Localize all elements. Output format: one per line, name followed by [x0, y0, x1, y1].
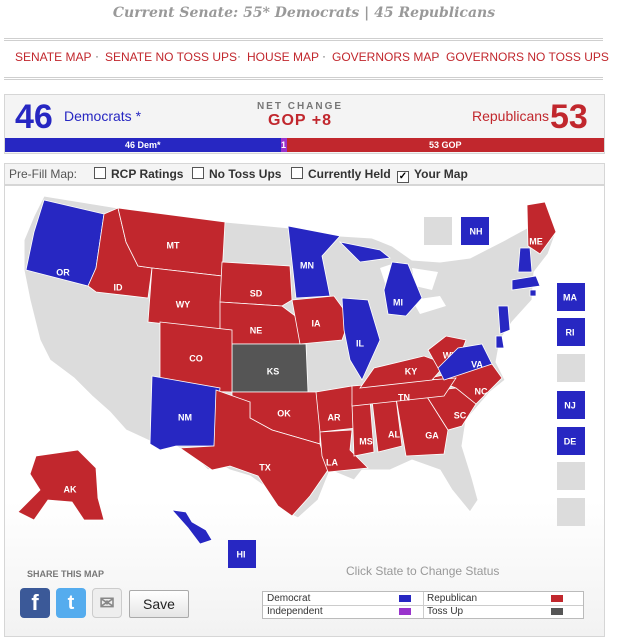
- prefill-your-map[interactable]: ✓ Your Map: [397, 167, 468, 183]
- state-sc[interactable]: [423, 387, 477, 431]
- state-nj[interactable]: [497, 305, 511, 335]
- option-label: RCP Ratings: [111, 167, 184, 181]
- senate-headline: Current Senate: 55* Democrats | 45 Repub…: [112, 5, 496, 21]
- state-wy[interactable]: [147, 267, 223, 331]
- state-ky[interactable]: [359, 355, 447, 389]
- state-il[interactable]: [341, 297, 381, 381]
- nav-separator: ·: [436, 49, 440, 63]
- state-box-nj[interactable]: [557, 391, 585, 419]
- legend-swatch: [399, 608, 411, 615]
- seat-bar: 46 Dem* 1 53 GOP: [5, 138, 604, 152]
- legend-independent: Independent: [263, 605, 424, 618]
- legend-label: Independent: [267, 606, 323, 617]
- legend-swatch: [551, 608, 563, 615]
- tossup-seat-segment: 1: [280, 138, 287, 152]
- state-mn[interactable]: [287, 225, 341, 299]
- state-ma[interactable]: [511, 275, 541, 291]
- checkbox[interactable]: [94, 167, 106, 179]
- divider: [4, 79, 603, 80]
- rep-label: Republicans: [472, 108, 550, 124]
- legend-swatch: [551, 595, 563, 602]
- net-change-label: NET CHANGE: [256, 101, 344, 112]
- map-nav: SENATE MAP · SENATE NO TOSS UPS · HOUSE …: [4, 49, 609, 66]
- legend-toss-up: Toss Up: [423, 605, 583, 618]
- dem-label: Democrats *: [64, 108, 142, 124]
- divider: [4, 40, 603, 41]
- save-button[interactable]: Save: [129, 590, 189, 618]
- state-box-de[interactable]: [557, 427, 585, 455]
- divider: [4, 77, 603, 78]
- state-nh[interactable]: [517, 247, 533, 273]
- prefill-label: Pre-Fill Map:: [9, 167, 78, 181]
- state-ar[interactable]: [315, 385, 357, 433]
- prefill-bar: Pre-Fill Map: RCP Ratings No Toss Ups Cu…: [4, 163, 605, 185]
- legend-republican: Republican: [423, 592, 583, 606]
- option-label: Currently Held: [308, 167, 391, 181]
- nav-governors-no-toss-ups[interactable]: GOVERNORS NO TOSS UPS: [446, 50, 609, 64]
- prefill-no-toss-ups[interactable]: No Toss Ups: [192, 167, 281, 181]
- facebook-icon[interactable]: f: [20, 588, 50, 618]
- dem-seat-segment: 46 Dem*: [5, 138, 281, 152]
- state-box-nh[interactable]: [461, 217, 489, 245]
- nav-separator: ·: [322, 49, 326, 63]
- state-me[interactable]: [526, 201, 557, 255]
- nav-senate-map[interactable]: SENATE MAP: [15, 50, 92, 64]
- legend-label: Toss Up: [427, 606, 464, 617]
- nav-separator: ·: [237, 49, 241, 63]
- state-ri[interactable]: [529, 289, 537, 297]
- legend-label: Democrat: [267, 593, 311, 604]
- state-la[interactable]: [319, 429, 369, 473]
- state-box-hi[interactable]: [228, 540, 256, 568]
- state-ak[interactable]: [17, 449, 105, 521]
- gop-seat-segment: 53 GOP: [286, 138, 604, 152]
- score-panel: 46 Democrats * NET CHANGE GOP +8 Republi…: [4, 94, 605, 154]
- share-label: SHARE THIS MAP: [27, 569, 105, 579]
- state-de[interactable]: [495, 335, 505, 349]
- prefill-rcp-ratings[interactable]: RCP Ratings: [94, 167, 183, 181]
- nav-separator: ·: [95, 49, 99, 63]
- state-va[interactable]: [437, 343, 493, 381]
- dem-seat-count: 46: [15, 98, 53, 136]
- legend-label: Republican: [427, 593, 478, 604]
- state-sd[interactable]: [219, 261, 293, 307]
- prefill-currently-held[interactable]: Currently Held: [291, 167, 391, 181]
- option-label: No Toss Ups: [209, 167, 282, 181]
- checkbox-checked[interactable]: ✓: [397, 171, 409, 183]
- state-ms[interactable]: [351, 399, 375, 457]
- nav-senate-no-toss-ups[interactable]: SENATE NO TOSS UPS: [105, 50, 238, 64]
- net-change-value: GOP +8: [268, 112, 332, 129]
- state-ks[interactable]: [231, 343, 309, 393]
- legend-democrat: Democrat: [263, 592, 424, 606]
- rep-seat-count: 53: [550, 98, 588, 136]
- checkbox[interactable]: [291, 167, 303, 179]
- email-icon[interactable]: ✉: [92, 588, 122, 618]
- divider: [4, 38, 603, 39]
- state-nm[interactable]: [149, 375, 221, 451]
- click-hint: Click State to Change Status: [346, 564, 500, 578]
- nav-governors-map[interactable]: GOVERNORS MAP: [332, 50, 440, 64]
- state-hi[interactable]: [170, 509, 213, 545]
- checkbox[interactable]: [192, 167, 204, 179]
- nav-house-map[interactable]: HOUSE MAP: [247, 50, 320, 64]
- legend-swatch: [399, 595, 411, 602]
- state-mi[interactable]: [338, 241, 423, 317]
- state-tx[interactable]: [178, 389, 329, 517]
- option-label: Your Map: [414, 167, 468, 181]
- state-box-ma[interactable]: [557, 283, 585, 311]
- state-box-ri[interactable]: [557, 318, 585, 346]
- twitter-icon[interactable]: t: [56, 588, 86, 618]
- map-legend: Democrat Republican Independent Toss Up: [262, 591, 584, 619]
